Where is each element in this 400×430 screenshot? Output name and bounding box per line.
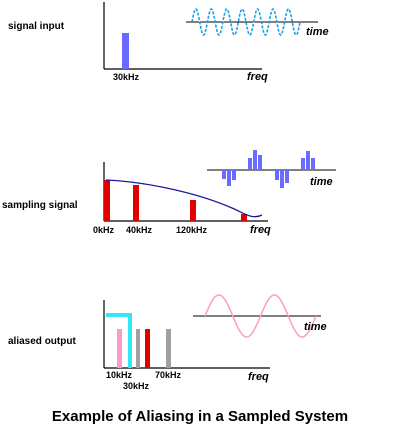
p2-sample-pulses (222, 150, 315, 188)
p2-time-label: time (310, 176, 333, 188)
p1-tick-30khz: 30kHz (113, 72, 140, 82)
p2-tick-40khz: 40kHz (126, 225, 153, 235)
p3-tick-30khz: 30kHz (123, 381, 150, 391)
pulse (253, 150, 257, 170)
p2-bar-0khz (104, 180, 110, 221)
pulse (232, 170, 236, 180)
p3-time-label: time (304, 321, 327, 333)
p3-lowpass-filter (106, 313, 132, 368)
pulse (280, 170, 284, 188)
p1-30khz-bar (122, 33, 129, 69)
p3-tick-70khz: 70kHz (155, 370, 182, 380)
pulse (275, 170, 279, 180)
pulse (248, 158, 252, 170)
label-signal-input: signal input (8, 21, 65, 32)
p2-bar-40khz (133, 185, 139, 221)
p3-aliased-sinewave (204, 294, 317, 338)
p3-bar-30khz (145, 329, 150, 368)
pulse (227, 170, 231, 186)
p3-bar-10khz (117, 329, 122, 368)
panel-aliased-output: aliased output 10kHz 30kHz 70kHz freq ti… (8, 294, 327, 391)
panel-signal-input: signal input 30kHz freq time (8, 2, 329, 83)
figure-caption: Example of Aliasing in a Sampled System (52, 408, 348, 425)
p3-bar-70khz (166, 329, 171, 368)
pulse (285, 170, 289, 183)
p2-tick-0khz: 0kHz (93, 225, 115, 235)
label-aliased-output: aliased output (8, 336, 76, 347)
pulse (306, 151, 310, 170)
pulse (311, 158, 315, 170)
p2-sinc-envelope (105, 179, 263, 218)
p1-time-label: time (306, 26, 329, 38)
label-sampling-signal: sampling signal (2, 200, 78, 211)
panel-sampling-signal: sampling signal 0kHz 40kHz 120kHz freq t… (2, 150, 336, 236)
p1-input-sinewave (191, 8, 301, 36)
p3-freq-label: freq (248, 371, 269, 383)
p2-freq-label: freq (250, 224, 271, 236)
p2-bar-harmonic (241, 214, 247, 221)
p3-bar-gray-1 (136, 329, 140, 368)
p1-freq-label: freq (247, 71, 268, 83)
p3-tick-10khz: 10kHz (106, 370, 133, 380)
pulse (222, 170, 226, 179)
p2-bar-120khz (190, 200, 196, 221)
pulse (258, 155, 262, 170)
pulse (301, 158, 305, 170)
p2-tick-120khz: 120kHz (176, 225, 208, 235)
